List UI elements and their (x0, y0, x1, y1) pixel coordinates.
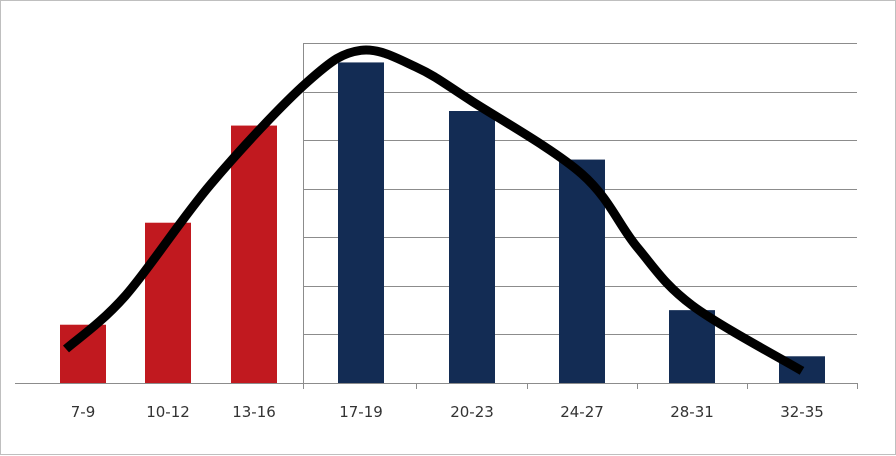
x-axis (15, 383, 858, 389)
bars (60, 62, 825, 384)
normal-curve-line (62, 45, 805, 375)
x-tick-label: 7-9 (71, 403, 96, 421)
bar-20-23 (449, 111, 495, 383)
x-tick-label: 10-12 (146, 403, 190, 421)
x-tick-label: 24-27 (560, 403, 604, 421)
x-tick-label: 28-31 (670, 403, 714, 421)
bar-28-31 (669, 310, 715, 383)
bar-17-19 (338, 62, 384, 384)
x-tick-label: 13-16 (232, 403, 276, 421)
bar-10-12 (145, 222, 191, 383)
x-tick-label: 32-35 (780, 403, 824, 421)
x-tick-label: 17-19 (339, 403, 383, 421)
bar-13-16 (231, 125, 277, 384)
x-tick-labels: 7-9 10-12 13-16 17-19 20-23 24-27 28-31 32-35 (71, 403, 824, 421)
x-tick-label: 20-23 (450, 403, 494, 421)
distribution-curve (62, 45, 805, 375)
